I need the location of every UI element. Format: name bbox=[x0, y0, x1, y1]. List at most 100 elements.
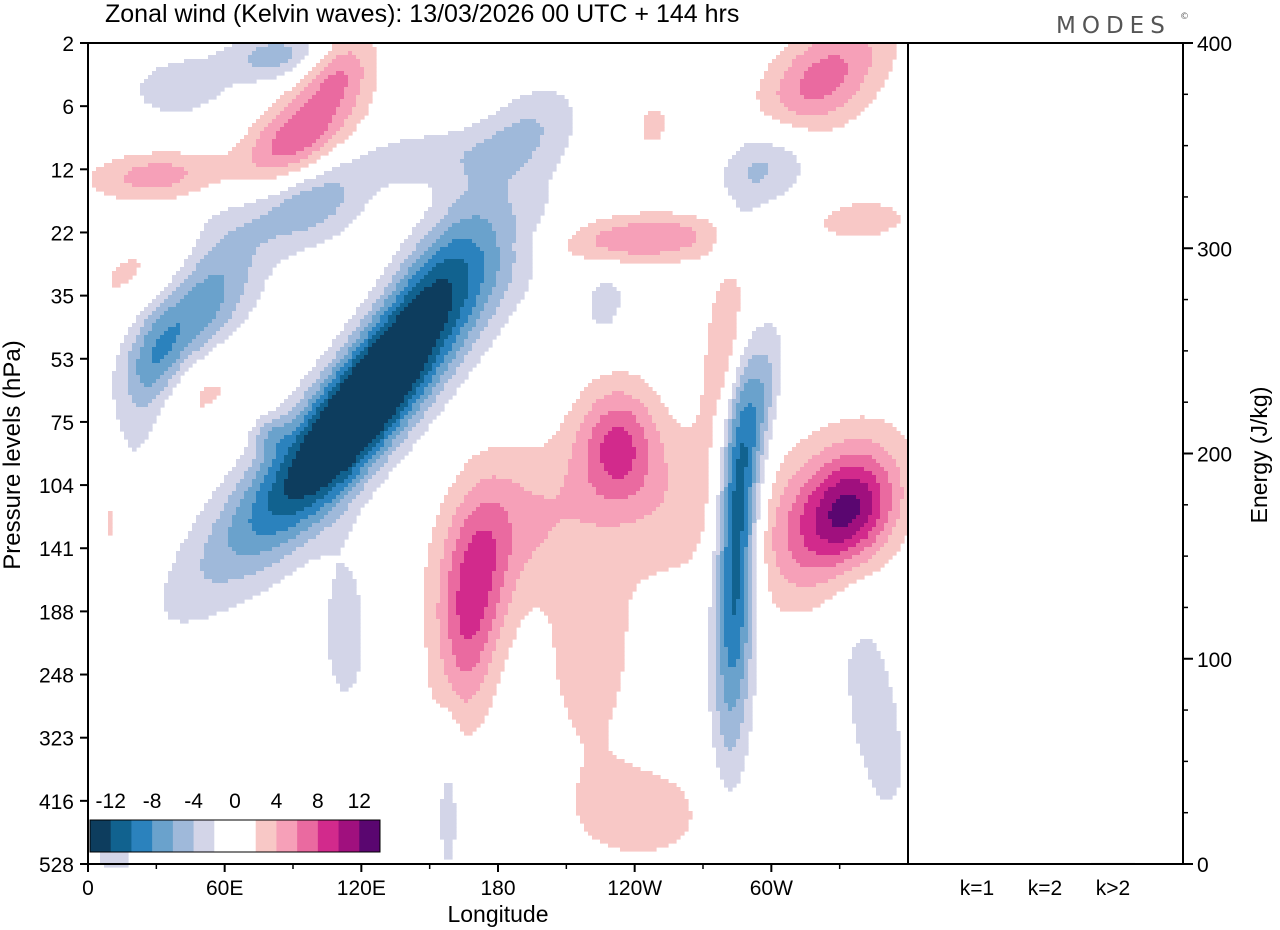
heatmap-cell bbox=[392, 439, 405, 444]
heatmap-cell bbox=[112, 275, 133, 280]
heatmap-cell bbox=[856, 731, 901, 736]
heatmap-cell bbox=[728, 459, 733, 464]
heatmap-cell bbox=[296, 427, 305, 432]
heatmap-cell bbox=[308, 423, 313, 428]
heatmap-cell bbox=[732, 595, 741, 600]
heatmap-cell bbox=[400, 303, 409, 308]
heatmap-cell bbox=[588, 831, 685, 836]
heatmap-cell bbox=[264, 111, 281, 116]
heatmap-cell bbox=[408, 235, 425, 240]
heatmap-cell bbox=[284, 435, 297, 440]
heatmap-cell bbox=[316, 139, 329, 144]
heatmap-cell bbox=[204, 543, 229, 548]
heatmap-cell bbox=[244, 291, 261, 296]
heatmap-cell bbox=[152, 327, 169, 332]
heatmap-cell bbox=[724, 699, 737, 704]
heatmap-cell bbox=[556, 663, 625, 668]
heatmap-cell bbox=[376, 147, 473, 152]
heatmap-cell bbox=[460, 563, 497, 568]
heatmap-cell bbox=[480, 627, 493, 632]
heatmap-cell bbox=[140, 379, 157, 384]
heatmap-cell bbox=[880, 483, 893, 488]
heatmap-cell bbox=[800, 531, 817, 536]
heatmap-cell bbox=[296, 535, 317, 540]
heatmap-cell bbox=[464, 127, 505, 132]
heatmap-cell bbox=[508, 607, 533, 612]
heatmap-cell bbox=[512, 247, 533, 252]
heatmap-cell bbox=[444, 387, 457, 392]
heatmap-cell bbox=[328, 631, 361, 636]
heatmap-cell bbox=[464, 499, 665, 504]
heatmap-cell bbox=[836, 107, 865, 112]
heatmap-cell bbox=[868, 767, 901, 772]
heatmap-cell bbox=[344, 327, 357, 332]
heatmap-cell bbox=[256, 499, 269, 504]
heatmap-cell bbox=[356, 355, 365, 360]
heatmap-cell bbox=[332, 663, 361, 668]
heatmap-cell bbox=[716, 295, 741, 300]
heatmap-cell bbox=[744, 583, 749, 588]
heatmap-cell bbox=[444, 215, 473, 220]
heatmap-cell bbox=[400, 431, 409, 436]
heatmap-cell bbox=[884, 527, 893, 532]
heatmap-cell bbox=[132, 183, 173, 188]
energy-axis-label: Energy (J/kg) bbox=[1246, 387, 1272, 524]
heatmap-cell bbox=[428, 259, 445, 264]
heatmap-cell bbox=[204, 551, 237, 556]
heatmap-cell bbox=[348, 319, 361, 324]
heatmap-cell bbox=[884, 467, 901, 472]
heatmap-cell bbox=[508, 515, 645, 520]
heatmap-cell bbox=[512, 591, 633, 596]
heatmap-cell bbox=[720, 519, 725, 524]
heatmap-cell bbox=[256, 139, 273, 144]
heatmap-cell bbox=[356, 55, 377, 60]
heatmap-cell bbox=[740, 391, 765, 396]
heatmap-cell bbox=[272, 103, 289, 108]
heatmap-cell bbox=[484, 643, 497, 648]
heatmap-cell bbox=[308, 539, 345, 544]
heatmap-cell bbox=[768, 575, 785, 580]
colorbar-swatch bbox=[90, 820, 112, 852]
heatmap-cell bbox=[872, 783, 901, 788]
heatmap-cell bbox=[244, 287, 265, 292]
heatmap-cell bbox=[260, 215, 329, 220]
heatmap-cell bbox=[748, 515, 753, 520]
heatmap-cell bbox=[544, 539, 701, 544]
heatmap-cell bbox=[124, 175, 185, 180]
heatmap-cell bbox=[284, 555, 321, 560]
heatmap-cell bbox=[484, 255, 501, 260]
heatmap-cell bbox=[608, 411, 633, 416]
heatmap-cell bbox=[608, 471, 629, 476]
heatmap-cell bbox=[144, 99, 209, 104]
heatmap-cell bbox=[872, 471, 889, 476]
heatmap-cell bbox=[332, 579, 357, 584]
heatmap-cell bbox=[720, 467, 725, 472]
heatmap-cell bbox=[332, 59, 361, 64]
heatmap-cell bbox=[816, 471, 833, 476]
heatmap-cell bbox=[448, 583, 461, 588]
heatmap-cell bbox=[748, 659, 757, 664]
heatmap-cell bbox=[344, 199, 369, 204]
heatmap-cell bbox=[860, 747, 901, 752]
heatmap-cell bbox=[316, 363, 329, 368]
heatmap-cell bbox=[568, 247, 609, 252]
heatmap-cell bbox=[496, 239, 517, 244]
heatmap-cell bbox=[532, 551, 693, 556]
heatmap-cell bbox=[416, 295, 453, 300]
heatmap-cell bbox=[448, 603, 457, 608]
heatmap-cell bbox=[300, 399, 309, 404]
heatmap-cell bbox=[756, 459, 761, 464]
heatmap-cell bbox=[744, 503, 749, 508]
heatmap-cell bbox=[796, 471, 817, 476]
heatmap-cell bbox=[876, 475, 889, 480]
heatmap-cell bbox=[488, 323, 505, 328]
heatmap-cell bbox=[712, 307, 741, 312]
heatmap-cell bbox=[152, 347, 173, 352]
heatmap-cell bbox=[332, 587, 357, 592]
heatmap-cell bbox=[448, 243, 477, 248]
heatmap-cell bbox=[432, 387, 445, 392]
heatmap-cell bbox=[436, 523, 453, 528]
heatmap-cell bbox=[116, 355, 129, 360]
heatmap-cell bbox=[724, 599, 733, 604]
heatmap-cell bbox=[292, 419, 305, 424]
